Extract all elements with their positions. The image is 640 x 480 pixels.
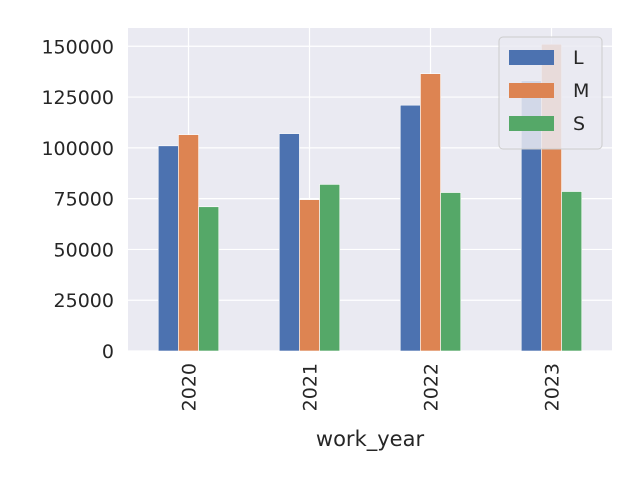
x-axis: 2020 2021 2022 2023 <box>179 363 564 411</box>
x-tick-label: 2023 <box>542 363 564 411</box>
legend: LMS <box>498 36 603 150</box>
y-axis: 0 25000 50000 75000 100000 125000 150000 <box>41 36 114 363</box>
bar-M-2021 <box>299 199 320 352</box>
y-tick-label: 50000 <box>54 239 114 261</box>
bar-L-2020 <box>157 145 179 352</box>
x-tick-label: 2022 <box>421 363 443 411</box>
legend-label-M: M <box>573 80 589 102</box>
bar-M-2020 <box>178 134 199 352</box>
bar-L-2021 <box>278 133 300 352</box>
legend-swatch-S <box>509 116 554 131</box>
x-tick-label: 2020 <box>179 363 201 411</box>
bar-L-2022 <box>399 104 421 352</box>
y-tick-label: 100000 <box>41 138 114 160</box>
y-tick-label: 150000 <box>41 36 114 58</box>
x-tick-label: 2021 <box>300 363 322 411</box>
y-tick-label: 75000 <box>54 189 114 211</box>
bar-S-2020 <box>198 206 220 352</box>
bar-M-2022 <box>420 73 441 352</box>
bar-S-2023 <box>561 191 583 352</box>
bar-S-2021 <box>319 184 341 352</box>
bar-S-2022 <box>440 192 462 352</box>
x-axis-label: work_year <box>316 427 425 452</box>
y-tick-label: 125000 <box>41 87 114 109</box>
y-tick-label: 25000 <box>54 290 114 312</box>
bars <box>157 43 583 352</box>
legend-swatch-M <box>509 83 554 98</box>
legend-swatch-L <box>509 50 554 65</box>
legend-label-S: S <box>573 113 585 135</box>
y-tick-label: 0 <box>102 341 114 363</box>
legend-label-L: L <box>573 47 584 69</box>
